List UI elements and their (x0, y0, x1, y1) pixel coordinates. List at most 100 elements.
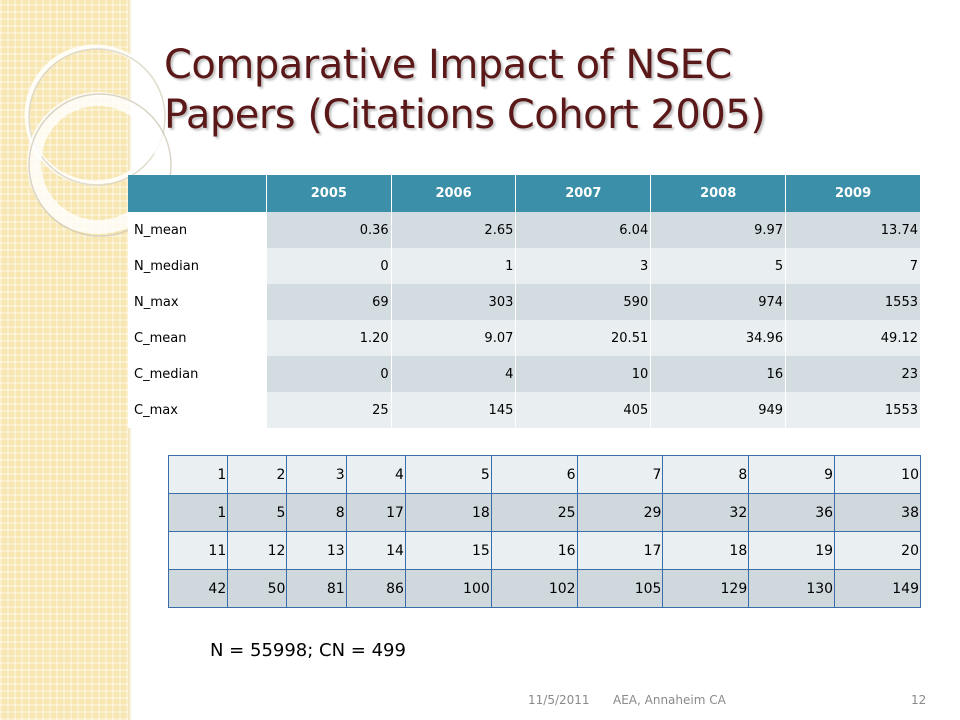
table-cell: 19 (748, 531, 836, 570)
table-cell: 8 (662, 455, 750, 494)
table-row: C_mean 1.20 9.07 20.51 34.96 49.12 (128, 320, 921, 356)
table-cell: 9.07 (391, 320, 517, 356)
table-cell: 949 (650, 392, 787, 428)
table-cell: 974 (650, 284, 787, 320)
table-cell: 590 (515, 284, 652, 320)
table-cell: 9 (748, 455, 836, 494)
table-cell: 0 (266, 248, 392, 284)
table-cell: 17 (576, 531, 664, 570)
table-cell: 1553 (785, 392, 921, 428)
row-label: N_mean (128, 212, 267, 248)
table-cell: 1 (167, 493, 229, 532)
table-cell: 10 (834, 455, 921, 494)
table-cell: 2 (227, 455, 288, 494)
table-cell: 38 (834, 493, 921, 532)
table-cell: 12 (227, 531, 288, 570)
table-cell: 20 (834, 531, 921, 570)
decorative-rings (24, 44, 172, 237)
table-cell: 23 (785, 356, 921, 392)
table-row: 42 50 81 86 100 102 105 129 130 149 (167, 569, 921, 608)
title-line-2: Papers (Citations Cohort 2005) (164, 92, 766, 138)
table-cell: 13 (286, 531, 347, 570)
table-cell: 129 (662, 569, 750, 608)
header-cell: 2008 (650, 175, 787, 212)
row-label: N_median (128, 248, 267, 284)
sidebar-texture (0, 0, 131, 720)
table-cell: 2.65 (391, 212, 517, 248)
table-cell: 18 (404, 493, 492, 532)
table-cell: 1553 (785, 284, 921, 320)
table-cell: 130 (748, 569, 836, 608)
row-label: C_median (128, 356, 267, 392)
table-cell: 11 (167, 531, 229, 570)
table-cell: 303 (391, 284, 517, 320)
table-cell: 0.36 (266, 212, 392, 248)
table-cell: 14 (345, 531, 406, 570)
table-row: N_median 0 1 3 5 7 (128, 248, 921, 284)
table-cell: 5 (650, 248, 787, 284)
table-cell: 18 (662, 531, 750, 570)
table-cell: 105 (576, 569, 664, 608)
ring-large-shadow (28, 48, 166, 186)
table-cell: 86 (345, 569, 406, 608)
footer-date: 11/5/2011 (528, 693, 590, 707)
table-row: N_max 69 303 590 974 1553 (128, 284, 921, 320)
row-label: C_max (128, 392, 267, 428)
table-cell: 16 (490, 531, 578, 570)
table-cell: 16 (650, 356, 787, 392)
table-cell: 50 (227, 569, 288, 608)
table-row: C_median 0 4 10 16 23 (128, 356, 921, 392)
slide-title: Comparative Impact of NSEC Papers (Citat… (164, 40, 924, 140)
table-cell: 5 (227, 493, 288, 532)
row-label: C_mean (128, 320, 267, 356)
header-cell: 2009 (785, 175, 921, 212)
table-cell: 17 (345, 493, 406, 532)
ring-small-shadow (28, 93, 172, 237)
footer-event: AEA, Annaheim CA (613, 693, 726, 707)
header-cell: 2007 (515, 175, 652, 212)
table-cell: 42 (167, 569, 229, 608)
table-cell: 100 (404, 569, 492, 608)
table-cell: 149 (834, 569, 921, 608)
table-cell: 69 (266, 284, 392, 320)
table-cell: 20.51 (515, 320, 652, 356)
header-cell (128, 175, 267, 212)
table-cell: 1 (167, 455, 229, 494)
table-cell: 4 (345, 455, 406, 494)
table-cell: 102 (490, 569, 578, 608)
table-cell: 1 (391, 248, 517, 284)
header-cell: 2006 (391, 175, 517, 212)
table-cell: 25 (490, 493, 578, 532)
table-cell: 32 (662, 493, 750, 532)
table-cell: 8 (286, 493, 347, 532)
table-cell: 29 (576, 493, 664, 532)
table-cell: 1.20 (266, 320, 392, 356)
table-cell: 405 (515, 392, 652, 428)
header-cell: 2005 (266, 175, 392, 212)
table-cell: 13.74 (785, 212, 921, 248)
citation-stats-table: 2005 2006 2007 2008 2009 N_mean 0.36 2.6… (128, 175, 921, 428)
sample-size-note: N = 55998; CN = 499 (210, 640, 406, 661)
ring-large (24, 44, 166, 186)
table-cell: 10 (515, 356, 652, 392)
table-cell: 6 (490, 455, 578, 494)
table-cell: 4 (391, 356, 517, 392)
table-cell: 49.12 (785, 320, 921, 356)
table-cell: 7 (785, 248, 921, 284)
title-line-1: Comparative Impact of NSEC (164, 42, 732, 88)
table-cell: 15 (404, 531, 492, 570)
table-cell: 25 (266, 392, 392, 428)
table-cell: 3 (515, 248, 652, 284)
table-cell: 7 (576, 455, 664, 494)
table-row: 1 2 3 4 5 6 7 8 9 10 (167, 455, 921, 494)
table-cell: 145 (391, 392, 517, 428)
table-cell: 34.96 (650, 320, 787, 356)
footer-page-number: 12 (911, 693, 927, 707)
table-cell: 0 (266, 356, 392, 392)
table-row: 1 5 8 17 18 25 29 32 36 38 (167, 493, 921, 532)
table-header-row: 2005 2006 2007 2008 2009 (128, 175, 921, 212)
table-row: C_max 25 145 405 949 1553 (128, 392, 921, 428)
table-row: N_mean 0.36 2.65 6.04 9.97 13.74 (128, 212, 921, 248)
table-cell: 5 (404, 455, 492, 494)
table-cell: 81 (286, 569, 347, 608)
